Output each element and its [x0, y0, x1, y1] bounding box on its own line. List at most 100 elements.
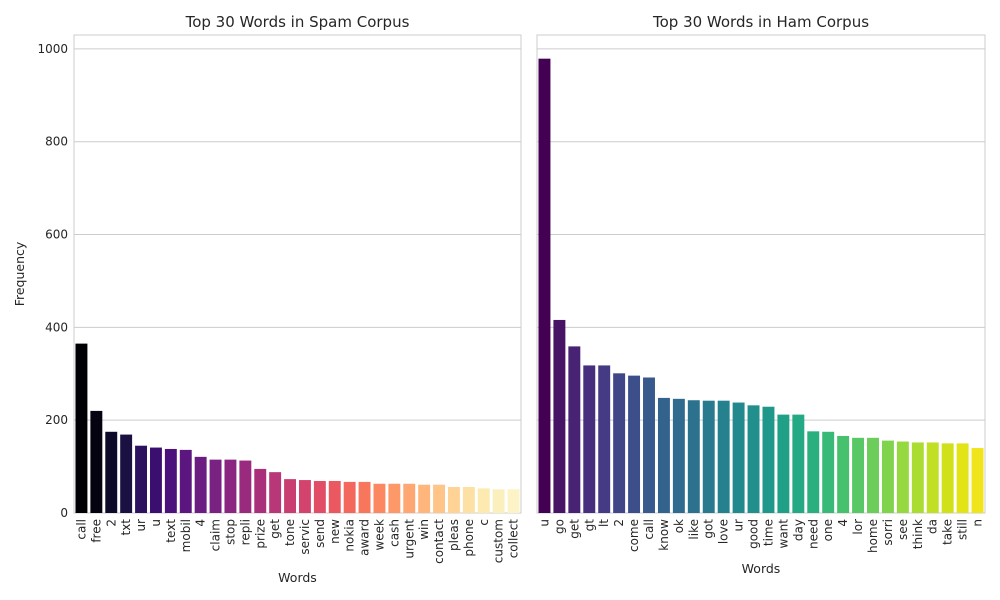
- ham-x-tick-label: u: [537, 519, 551, 527]
- spam-y-tick-label: 800: [45, 135, 68, 149]
- ham-bar-get: [568, 346, 581, 513]
- ham-bar-2: [613, 373, 626, 513]
- ham-x-tick-label: gt: [582, 519, 596, 532]
- spam-x-tick-label: win: [417, 519, 431, 540]
- spam-bar-pleas: [447, 487, 460, 513]
- spam-x-tick-label: urgent: [402, 519, 416, 559]
- ham-bar-u: [538, 58, 551, 513]
- spam-bar-tone: [284, 479, 297, 513]
- spam-x-tick-label: 2: [104, 519, 118, 527]
- spam-y-tick-label: 200: [45, 413, 68, 427]
- spam-bar-new: [328, 480, 341, 513]
- ham-x-tick-label: 2: [612, 519, 626, 527]
- ham-bar-ok: [672, 398, 685, 513]
- ham-bar-good: [747, 405, 760, 513]
- spam-x-tick-label: 4: [194, 519, 208, 527]
- ham-bar-da: [926, 442, 939, 513]
- spam-bar-claim: [209, 459, 222, 513]
- ham-x-tick-label: got: [702, 519, 716, 539]
- ham-x-tick-label: 4: [836, 519, 850, 527]
- spam-bar-nokia: [343, 481, 356, 513]
- spam-bar-prize: [254, 468, 267, 513]
- ham-bar-n: [971, 448, 984, 513]
- ham-axes-frame: [536, 34, 986, 514]
- ham-bar-lor: [852, 437, 865, 513]
- ham-x-tick-label: call: [642, 519, 656, 540]
- ham-x-tick-label: n: [971, 519, 985, 527]
- ham-bar-gt: [583, 365, 596, 513]
- spam-x-tick-label: free: [89, 519, 103, 543]
- spam-x-tick-label: custom: [492, 519, 506, 563]
- spam-bar-win: [418, 484, 431, 513]
- spam-x-tick-label: pleas: [447, 519, 461, 551]
- spam-axes-frame: [73, 34, 522, 514]
- ham-bar-one: [822, 431, 835, 513]
- ham-bar-still: [956, 443, 969, 513]
- ham-x-tick-label: good: [747, 519, 761, 549]
- spam-chart-panel: 0 200 400 600 800 1000 call free 2 txt ur u text mob…: [12, 13, 522, 585]
- spam-bar-mobil: [179, 449, 192, 513]
- spam-bar-call: [75, 343, 88, 513]
- spam-bar-free: [90, 410, 103, 513]
- spam-x-tick-label: award: [358, 519, 372, 556]
- ham-x-tick-label: think: [911, 519, 925, 549]
- spam-bar-get: [269, 472, 282, 513]
- spam-x-axis-label: Words: [278, 570, 317, 585]
- ham-x-tick-label: da: [926, 519, 940, 534]
- ham-bar-time: [762, 406, 775, 513]
- ham-x-tick-label: see: [896, 519, 910, 540]
- spam-x-tick-label: collect: [507, 519, 521, 559]
- ham-bar-go: [553, 319, 566, 513]
- spam-x-tick-label: u: [149, 519, 163, 527]
- spam-bar-repli: [239, 460, 252, 513]
- ham-bar-know: [657, 397, 670, 513]
- ham-x-tick-label: time: [761, 519, 775, 546]
- ham-x-tick-label: still: [956, 519, 970, 540]
- spam-x-tick-label: stop: [223, 519, 237, 545]
- spam-x-tick-label: phone: [462, 519, 476, 557]
- ham-x-tick-label: know: [657, 519, 671, 551]
- ham-x-tick-label: ok: [672, 519, 686, 533]
- spam-x-tick-label: mobil: [179, 519, 193, 552]
- ham-bar-see: [896, 441, 909, 513]
- spam-x-tick-label: new: [328, 519, 342, 544]
- ham-bar-ur: [732, 402, 745, 513]
- ham-x-tick-label: home: [866, 519, 880, 553]
- ham-bar-want: [777, 414, 790, 513]
- spam-y-tick-label: 600: [45, 228, 68, 242]
- spam-bar-cash: [388, 483, 401, 513]
- spam-chart-title: Top 30 Words in Spam Corpus: [185, 13, 410, 31]
- ham-bar-got: [702, 400, 715, 513]
- ham-x-tick-label: get: [567, 519, 581, 539]
- spam-x-tick-label: cash: [387, 519, 401, 547]
- ham-x-tick-label: like: [687, 519, 701, 540]
- spam-bar-stop: [224, 459, 237, 513]
- spam-bar-2: [105, 431, 118, 513]
- ham-bar-4: [837, 435, 850, 513]
- ham-chart-panel: u go get gt lt 2 come call know ok like got love ur go…: [536, 13, 986, 576]
- spam-bar-txt: [120, 434, 133, 513]
- ham-x-tick-label: need: [806, 519, 820, 549]
- spam-bar-phone: [462, 487, 475, 513]
- spam-x-tick-label: claim: [209, 519, 223, 551]
- ham-bar-love: [717, 400, 730, 513]
- spam-bar-servic: [298, 480, 311, 513]
- spam-bar-urgent: [403, 483, 416, 513]
- ham-bar-take: [941, 443, 954, 513]
- ham-bar-call: [643, 377, 655, 513]
- spam-y-tick-label: 400: [45, 320, 68, 334]
- spam-bar-custom: [492, 489, 505, 513]
- spam-x-tick-label: contact: [432, 519, 446, 564]
- spam-bar-week: [373, 483, 386, 513]
- spam-x-tick-label: week: [372, 519, 386, 551]
- ham-bar-think: [911, 442, 924, 513]
- ham-x-axis-label: Words: [742, 561, 781, 576]
- spam-x-tick-label: ur: [134, 519, 148, 532]
- spam-y-tick-label: 0: [60, 506, 68, 520]
- spam-bar-send: [313, 480, 326, 513]
- spam-x-tick-label: servic: [298, 519, 312, 555]
- spam-x-tick-label: get: [268, 519, 282, 539]
- ham-x-tick-label: take: [941, 519, 955, 545]
- ham-x-tick-label: day: [791, 519, 805, 541]
